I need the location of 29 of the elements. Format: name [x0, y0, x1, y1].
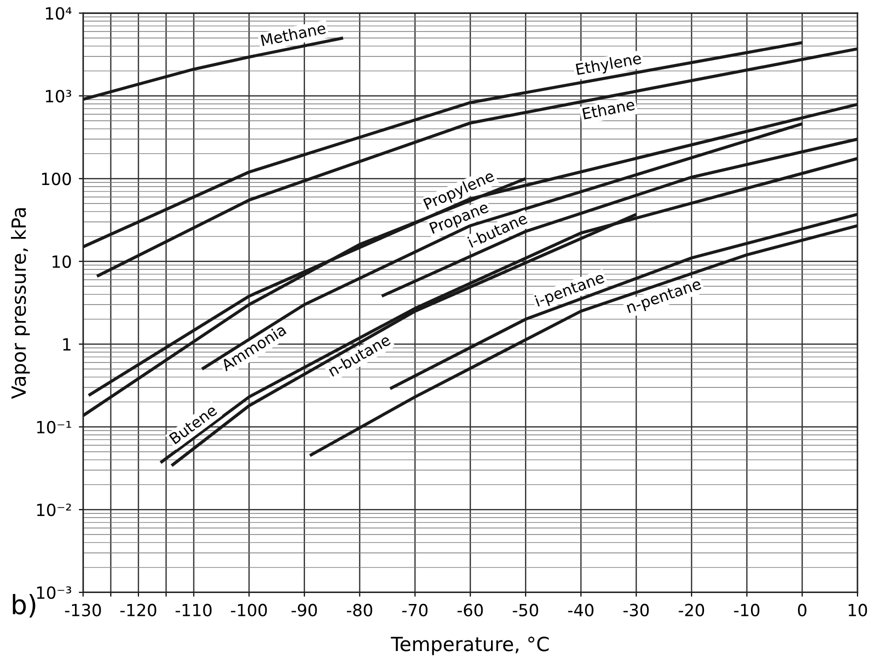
x-tick-label: -60 — [458, 604, 483, 616]
x-tick-label: -80 — [346, 604, 372, 616]
y-tick-label: 10⁻³ — [37, 586, 72, 599]
y-tick-label: 10⁻¹ — [37, 420, 72, 434]
x-tick-label: -10 — [734, 604, 760, 616]
x-tick-label: -110 — [176, 604, 212, 616]
x-tick-label: 0 — [798, 604, 806, 616]
text: Methane — [260, 22, 326, 46]
x-tick-label: -70 — [402, 604, 428, 616]
y-axis-title: Vapor pressure, kPa — [10, 208, 30, 399]
y-tick-label: 100 — [42, 172, 71, 186]
x-tick-label: -50 — [512, 604, 538, 616]
text: Ethylene — [576, 52, 642, 78]
x-tick-label: 10 — [848, 604, 867, 616]
x-tick-label: -40 — [568, 604, 594, 616]
x-tick-label: -30 — [623, 604, 649, 616]
y-tick-label: 10⁻² — [37, 504, 71, 516]
y-tick-label: 10³ — [46, 90, 72, 102]
text: Ethane — [582, 98, 636, 120]
x-tick-label: -90 — [292, 604, 317, 616]
x-tick-label: -130 — [65, 604, 101, 616]
text: b) — [12, 594, 36, 618]
x-axis-title: Temperature, °C — [390, 636, 549, 656]
y-tick-label: 10⁴ — [46, 7, 72, 20]
x-tick-label: -100 — [230, 604, 267, 616]
y-tick-label: 10 — [52, 255, 71, 268]
y-tick-label: 1 — [63, 338, 70, 350]
x-tick-label: -120 — [120, 604, 156, 616]
x-tick-label: -20 — [678, 604, 704, 616]
